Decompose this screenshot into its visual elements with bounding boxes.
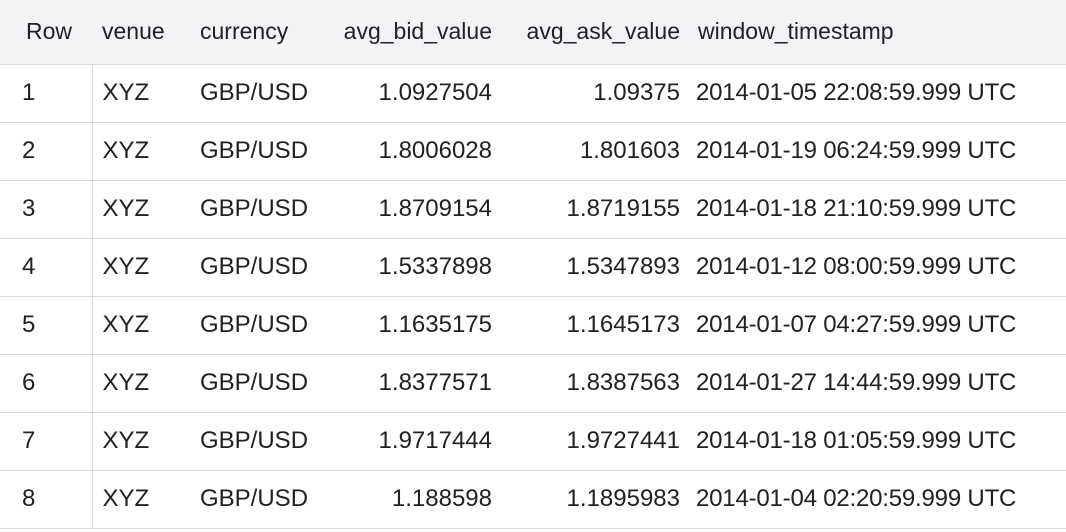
venue-cell: XYZ [92, 64, 190, 123]
avg-ask-value-cell: 1.09375 [500, 64, 688, 123]
venue-cell: XYZ [92, 470, 190, 529]
avg-bid-value-cell: 1.5337898 [317, 238, 500, 297]
avg-bid-value-cell: 1.9717444 [317, 412, 500, 471]
avg-bid-value-cell: 1.8709154 [317, 180, 500, 239]
window-timestamp-cell: 2014-01-05 22:08:59.999 UTC [688, 64, 1066, 123]
currency-cell: GBP/USD [190, 296, 317, 355]
avg-bid-value-cell: 1.8006028 [317, 122, 500, 181]
table-row: 2 XYZ GBP/USD 1.8006028 1.801603 2014-01… [0, 122, 1066, 181]
table-row: 7 XYZ GBP/USD 1.9717444 1.9727441 2014-0… [0, 412, 1066, 471]
avg-ask-value-cell: 1.801603 [500, 122, 688, 181]
row-number-cell: 7 [0, 412, 93, 471]
row-number-cell: 5 [0, 296, 93, 355]
venue-cell: XYZ [92, 180, 190, 239]
column-header-avg-bid-value: avg_bid_value [317, 0, 500, 65]
currency-cell: GBP/USD [190, 180, 317, 239]
column-header-currency: currency [190, 0, 317, 65]
row-number-cell: 3 [0, 180, 93, 239]
currency-cell: GBP/USD [190, 354, 317, 413]
currency-cell: GBP/USD [190, 470, 317, 529]
window-timestamp-cell: 2014-01-12 08:00:59.999 UTC [688, 238, 1066, 297]
venue-cell: XYZ [92, 296, 190, 355]
avg-ask-value-cell: 1.5347893 [500, 238, 688, 297]
avg-ask-value-cell: 1.8719155 [500, 180, 688, 239]
avg-ask-value-cell: 1.1895983 [500, 470, 688, 529]
window-timestamp-cell: 2014-01-18 21:10:59.999 UTC [688, 180, 1066, 239]
row-number-cell: 6 [0, 354, 93, 413]
row-number-cell: 1 [0, 64, 93, 123]
table-row: 5 XYZ GBP/USD 1.1635175 1.1645173 2014-0… [0, 296, 1066, 355]
avg-bid-value-cell: 1.188598 [317, 470, 500, 529]
window-timestamp-cell: 2014-01-19 06:24:59.999 UTC [688, 122, 1066, 181]
header-row: Row venue currency avg_bid_value avg_ask… [0, 0, 1066, 65]
avg-bid-value-cell: 1.8377571 [317, 354, 500, 413]
venue-cell: XYZ [92, 354, 190, 413]
row-number-cell: 8 [0, 470, 93, 529]
table-row: 1 XYZ GBP/USD 1.0927504 1.09375 2014-01-… [0, 64, 1066, 123]
table-row: 6 XYZ GBP/USD 1.8377571 1.8387563 2014-0… [0, 354, 1066, 413]
avg-bid-value-cell: 1.0927504 [317, 64, 500, 123]
currency-cell: GBP/USD [190, 412, 317, 471]
venue-cell: XYZ [92, 238, 190, 297]
avg-ask-value-cell: 1.1645173 [500, 296, 688, 355]
table-row: 3 XYZ GBP/USD 1.8709154 1.8719155 2014-0… [0, 180, 1066, 239]
window-timestamp-cell: 2014-01-18 01:05:59.999 UTC [688, 412, 1066, 471]
column-header-venue: venue [92, 0, 190, 65]
currency-cell: GBP/USD [190, 64, 317, 123]
column-header-row: Row [0, 0, 92, 65]
avg-bid-value-cell: 1.1635175 [317, 296, 500, 355]
window-timestamp-cell: 2014-01-04 02:20:59.999 UTC [688, 470, 1066, 529]
table-row: 8 XYZ GBP/USD 1.188598 1.1895983 2014-01… [0, 470, 1066, 529]
column-header-avg-ask-value: avg_ask_value [500, 0, 688, 65]
table-row: 4 XYZ GBP/USD 1.5337898 1.5347893 2014-0… [0, 238, 1066, 297]
avg-ask-value-cell: 1.8387563 [500, 354, 688, 413]
venue-cell: XYZ [92, 412, 190, 471]
avg-ask-value-cell: 1.9727441 [500, 412, 688, 471]
results-table-body: 1 XYZ GBP/USD 1.0927504 1.09375 2014-01-… [0, 64, 1066, 529]
results-table-header: Row venue currency avg_bid_value avg_ask… [0, 0, 1066, 65]
row-number-cell: 4 [0, 238, 93, 297]
venue-cell: XYZ [92, 122, 190, 181]
currency-cell: GBP/USD [190, 122, 317, 181]
row-number-cell: 2 [0, 122, 93, 181]
column-header-window-timestamp: window_timestamp [688, 0, 1066, 65]
window-timestamp-cell: 2014-01-07 04:27:59.999 UTC [688, 296, 1066, 355]
currency-cell: GBP/USD [190, 238, 317, 297]
window-timestamp-cell: 2014-01-27 14:44:59.999 UTC [688, 354, 1066, 413]
